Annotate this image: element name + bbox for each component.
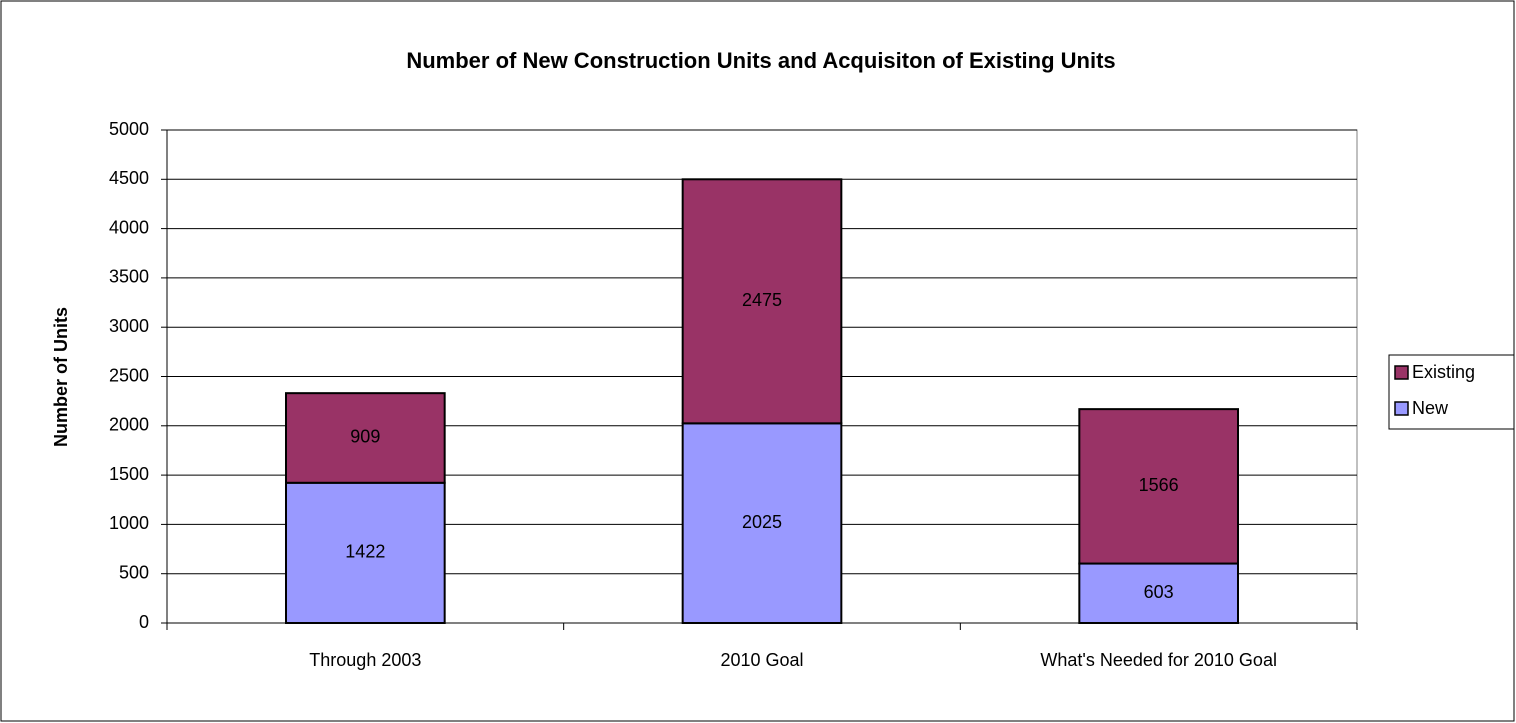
bar-segment	[681, 422, 843, 624]
y-tick-label: 3500	[109, 267, 149, 287]
chart-title: Number of New Construction Units and Acq…	[406, 48, 1115, 73]
bar-segment	[681, 178, 843, 425]
y-tick-label: 4000	[109, 217, 149, 237]
data-label: 603	[1144, 582, 1174, 602]
bar-segment	[1078, 408, 1240, 565]
x-tick-label: What's Needed for 2010 Goal	[1040, 650, 1277, 670]
legend-box	[1388, 354, 1515, 430]
data-label: 909	[350, 427, 380, 447]
legend-label: New	[1412, 398, 1449, 418]
bar-segment	[285, 481, 446, 624]
y-axis-label: Number of Units	[51, 307, 71, 447]
y-tick-label: 1000	[109, 513, 149, 533]
y-tick-label: 2000	[109, 415, 149, 435]
data-label: 2025	[742, 512, 782, 532]
data-label: 1566	[1139, 475, 1179, 495]
data-label: 2475	[742, 290, 782, 310]
x-tick-label: Through 2003	[309, 650, 421, 670]
y-tick-label: 0	[139, 612, 149, 632]
y-tick-label: 3000	[109, 316, 149, 336]
y-tick-label: 500	[119, 562, 149, 582]
bar-segment	[1078, 562, 1240, 624]
y-tick-label: 5000	[109, 119, 149, 139]
data-label: 1422	[345, 542, 385, 562]
x-tick-label: 2010 Goal	[720, 650, 803, 670]
bar-segment	[285, 392, 446, 484]
y-tick-label: 4500	[109, 168, 149, 188]
legend-label: Existing	[1412, 362, 1475, 382]
legend-swatch	[1394, 365, 1409, 380]
y-tick-label: 1500	[109, 464, 149, 484]
y-tick-label: 2500	[109, 365, 149, 385]
legend-swatch	[1394, 401, 1409, 416]
